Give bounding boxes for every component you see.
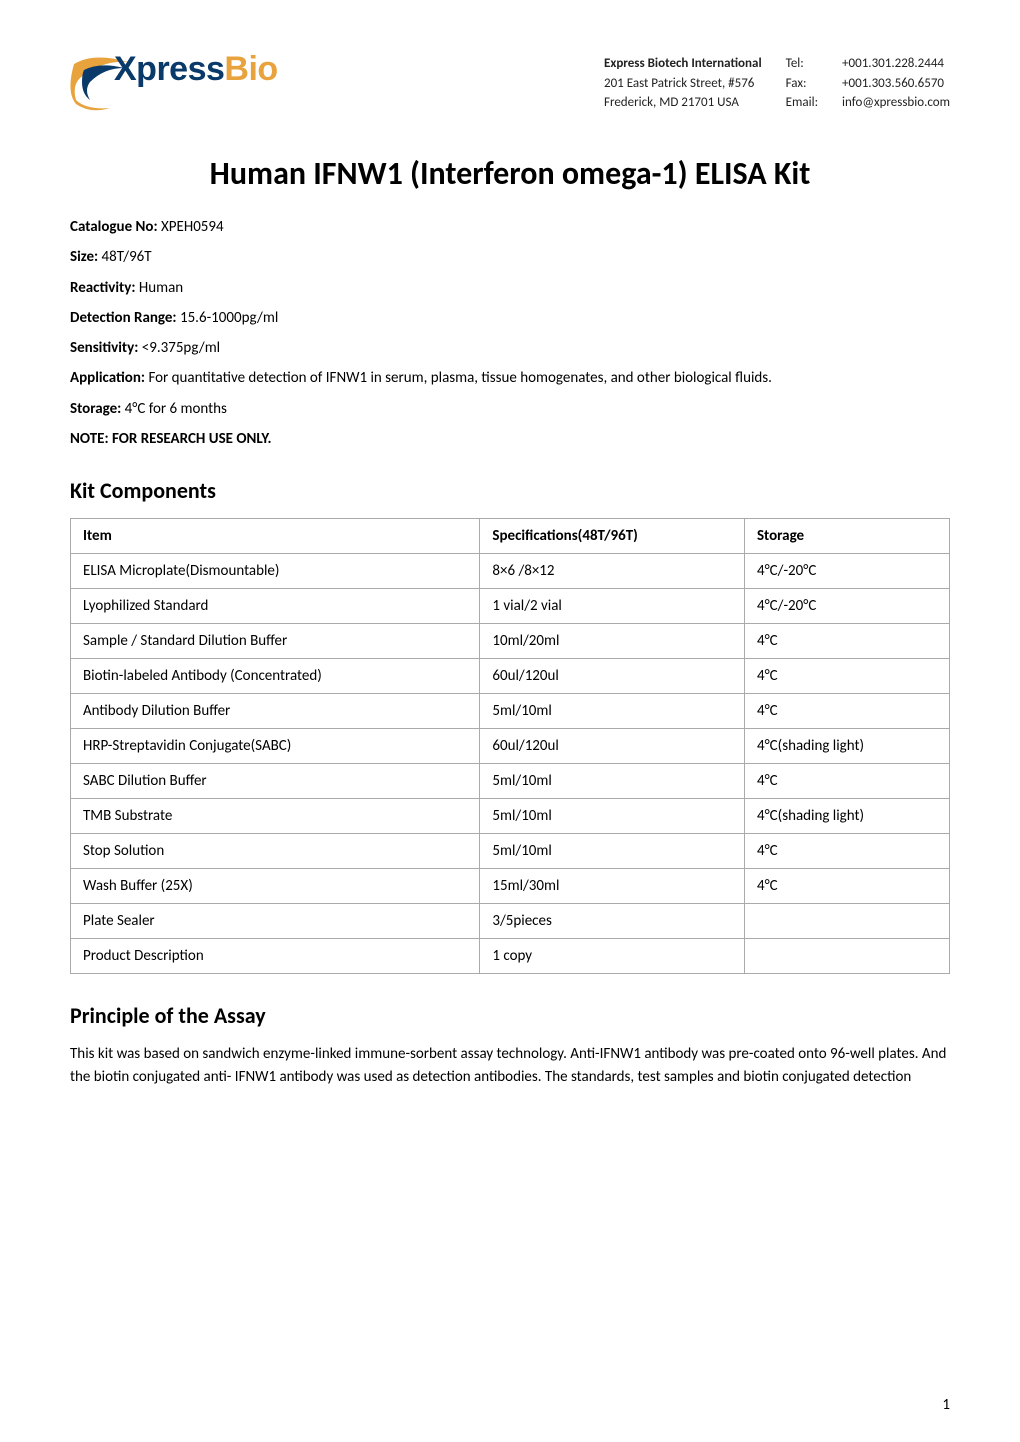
- reactivity-label: Reactivity:: [70, 279, 139, 297]
- table-cell: [744, 939, 949, 974]
- table-cell: Plate Sealer: [71, 904, 480, 939]
- contact-labels: Tel: Fax: Email:: [786, 54, 818, 113]
- contact-address: Express Biotech International 201 East P…: [604, 54, 762, 113]
- col-spec: Specifications(48T/96T): [480, 519, 745, 554]
- meta-note: NOTE: FOR RESEARCH USE ONLY.: [70, 429, 950, 449]
- email-value: info@xpressbio.com: [842, 93, 950, 113]
- table-cell: 1 vial/2 vial: [480, 589, 745, 624]
- table-cell: Antibody Dilution Buffer: [71, 694, 480, 729]
- fax-value: +001.303.560.6570: [842, 74, 950, 94]
- table-cell: 8×6 /8×12: [480, 554, 745, 589]
- table-cell: 60ul/120ul: [480, 659, 745, 694]
- contact-values: +001.301.228.2444 +001.303.560.6570 info…: [842, 54, 950, 113]
- table-row: ELISA Microplate(Dismountable)8×6 /8×124…: [71, 554, 950, 589]
- table-row: Lyophilized Standard1 vial/2 vial4°C/-20…: [71, 589, 950, 624]
- table-cell: Lyophilized Standard: [71, 589, 480, 624]
- table-row: Product Description1 copy: [71, 939, 950, 974]
- table-cell: 4°C/-20°C: [744, 554, 949, 589]
- tel-value: +001.301.228.2444: [842, 54, 950, 74]
- size-value: 48T/96T: [102, 248, 152, 266]
- table-cell: 5ml/10ml: [480, 764, 745, 799]
- application-label: Application:: [70, 369, 148, 387]
- storage-label: Storage:: [70, 400, 125, 418]
- table-row: Antibody Dilution Buffer5ml/10ml4°C: [71, 694, 950, 729]
- meta-range: Detection Range: 15.6-1000pg/ml: [70, 308, 950, 328]
- application-value: For quantitative detection of IFNW1 in s…: [148, 369, 772, 387]
- table-cell: 3/5pieces: [480, 904, 745, 939]
- contact-addr1: 201 East Patrick Street, #576: [604, 74, 762, 94]
- col-item: Item: [71, 519, 480, 554]
- table-cell: 1 copy: [480, 939, 745, 974]
- table-cell: Stop Solution: [71, 834, 480, 869]
- table-cell: HRP-Streptavidin Conjugate(SABC): [71, 729, 480, 764]
- table-cell: 5ml/10ml: [480, 799, 745, 834]
- document-title: Human IFNW1 (Interferon omega-1) ELISA K…: [70, 154, 950, 193]
- table-cell: 4°C(shading light): [744, 799, 949, 834]
- meta-application: Application: For quantitative detection …: [70, 368, 950, 388]
- table-cell: 15ml/30ml: [480, 869, 745, 904]
- meta-reactivity: Reactivity: Human: [70, 278, 950, 298]
- table-cell: SABC Dilution Buffer: [71, 764, 480, 799]
- table-cell: TMB Substrate: [71, 799, 480, 834]
- table-row: Biotin-labeled Antibody (Concentrated)60…: [71, 659, 950, 694]
- fax-label: Fax:: [786, 74, 818, 94]
- table-row: Wash Buffer (25X)15ml/30ml4°C: [71, 869, 950, 904]
- contact-block: Express Biotech International 201 East P…: [604, 54, 950, 113]
- page-header: XpressBio Express Biotech International …: [70, 50, 950, 118]
- table-row: Stop Solution5ml/10ml4°C: [71, 834, 950, 869]
- sensitivity-label: Sensitivity:: [70, 339, 142, 357]
- storage-value: 4°C for 6 months: [125, 400, 227, 418]
- meta-catalogue: Catalogue No: XPEH0594: [70, 217, 950, 237]
- table-header-row: Item Specifications(48T/96T) Storage: [71, 519, 950, 554]
- logo-text-b: Bio: [224, 50, 277, 88]
- kit-components-table: Item Specifications(48T/96T) Storage ELI…: [70, 518, 950, 974]
- table-cell: 4°C: [744, 764, 949, 799]
- table-cell: 5ml/10ml: [480, 834, 745, 869]
- table-cell: 10ml/20ml: [480, 624, 745, 659]
- table-cell: ELISA Microplate(Dismountable): [71, 554, 480, 589]
- principle-heading: Principle of the Assay: [70, 1002, 950, 1029]
- table-cell: 4°C(shading light): [744, 729, 949, 764]
- table-cell: 60ul/120ul: [480, 729, 745, 764]
- table-cell: Biotin-labeled Antibody (Concentrated): [71, 659, 480, 694]
- meta-size: Size: 48T/96T: [70, 247, 950, 267]
- table-row: HRP-Streptavidin Conjugate(SABC)60ul/120…: [71, 729, 950, 764]
- sensitivity-value: <9.375pg/ml: [142, 339, 220, 357]
- table-cell: Product Description: [71, 939, 480, 974]
- principle-text: This kit was based on sandwich enzyme-li…: [70, 1043, 950, 1088]
- table-cell: 4°C: [744, 869, 949, 904]
- catalogue-label: Catalogue No:: [70, 218, 161, 236]
- table-cell: [744, 904, 949, 939]
- table-row: Plate Sealer3/5pieces: [71, 904, 950, 939]
- table-cell: 4°C/-20°C: [744, 589, 949, 624]
- table-row: TMB Substrate5ml/10ml4°C(shading light): [71, 799, 950, 834]
- range-label: Detection Range:: [70, 309, 180, 327]
- table-row: Sample / Standard Dilution Buffer10ml/20…: [71, 624, 950, 659]
- table-row: SABC Dilution Buffer5ml/10ml4°C: [71, 764, 950, 799]
- table-cell: 4°C: [744, 694, 949, 729]
- contact-addr2: Frederick, MD 21701 USA: [604, 93, 762, 113]
- table-cell: Sample / Standard Dilution Buffer: [71, 624, 480, 659]
- table-cell: Wash Buffer (25X): [71, 869, 480, 904]
- catalogue-value: XPEH0594: [161, 218, 224, 236]
- table-cell: 4°C: [744, 659, 949, 694]
- kit-components-heading: Kit Components: [70, 477, 950, 504]
- table-cell: 4°C: [744, 834, 949, 869]
- table-cell: 5ml/10ml: [480, 694, 745, 729]
- meta-storage: Storage: 4°C for 6 months: [70, 399, 950, 419]
- logo-text: XpressBio: [114, 50, 278, 89]
- tel-label: Tel:: [786, 54, 818, 74]
- note-label: NOTE: FOR RESEARCH USE ONLY.: [70, 430, 272, 448]
- range-value: 15.6-1000pg/ml: [180, 309, 278, 327]
- page-number: 1: [942, 1396, 950, 1414]
- logo: XpressBio: [70, 50, 310, 118]
- col-storage: Storage: [744, 519, 949, 554]
- table-cell: 4°C: [744, 624, 949, 659]
- email-label: Email:: [786, 93, 818, 113]
- reactivity-value: Human: [139, 279, 183, 297]
- logo-text-a: Xpress: [114, 50, 224, 88]
- meta-sensitivity: Sensitivity: <9.375pg/ml: [70, 338, 950, 358]
- contact-company: Express Biotech International: [604, 54, 762, 74]
- size-label: Size:: [70, 248, 102, 266]
